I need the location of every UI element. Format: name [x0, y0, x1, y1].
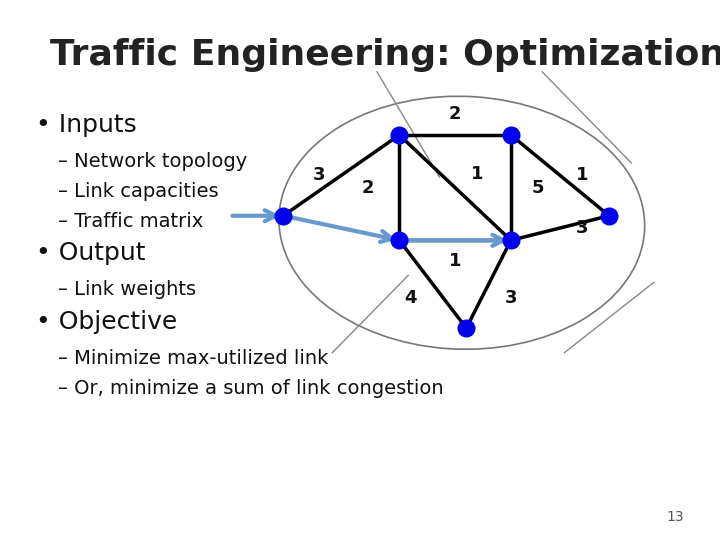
Text: 5: 5 — [531, 179, 544, 197]
Text: 13: 13 — [667, 510, 684, 524]
Text: 1: 1 — [576, 166, 588, 184]
Text: – Link weights: – Link weights — [58, 280, 196, 299]
Text: – Network topology: – Network topology — [58, 152, 247, 171]
Text: 2: 2 — [449, 105, 462, 123]
Text: • Output: • Output — [36, 241, 145, 265]
Text: 2: 2 — [362, 179, 374, 197]
Text: 3: 3 — [505, 289, 517, 307]
Text: 1: 1 — [449, 252, 462, 271]
Text: – Or, minimize a sum of link congestion: – Or, minimize a sum of link congestion — [58, 379, 444, 397]
Text: • Inputs: • Inputs — [36, 113, 137, 137]
Text: Traffic Engineering: Optimization: Traffic Engineering: Optimization — [50, 38, 720, 72]
Text: – Link capacities: – Link capacities — [58, 182, 218, 201]
Text: 3: 3 — [312, 166, 325, 184]
Text: 1: 1 — [471, 165, 484, 183]
Text: – Traffic matrix: – Traffic matrix — [58, 212, 203, 231]
Text: • Objective: • Objective — [36, 310, 177, 334]
Text: 3: 3 — [576, 219, 588, 237]
Text: 4: 4 — [404, 289, 417, 307]
Text: – Minimize max-utilized link: – Minimize max-utilized link — [58, 349, 328, 368]
